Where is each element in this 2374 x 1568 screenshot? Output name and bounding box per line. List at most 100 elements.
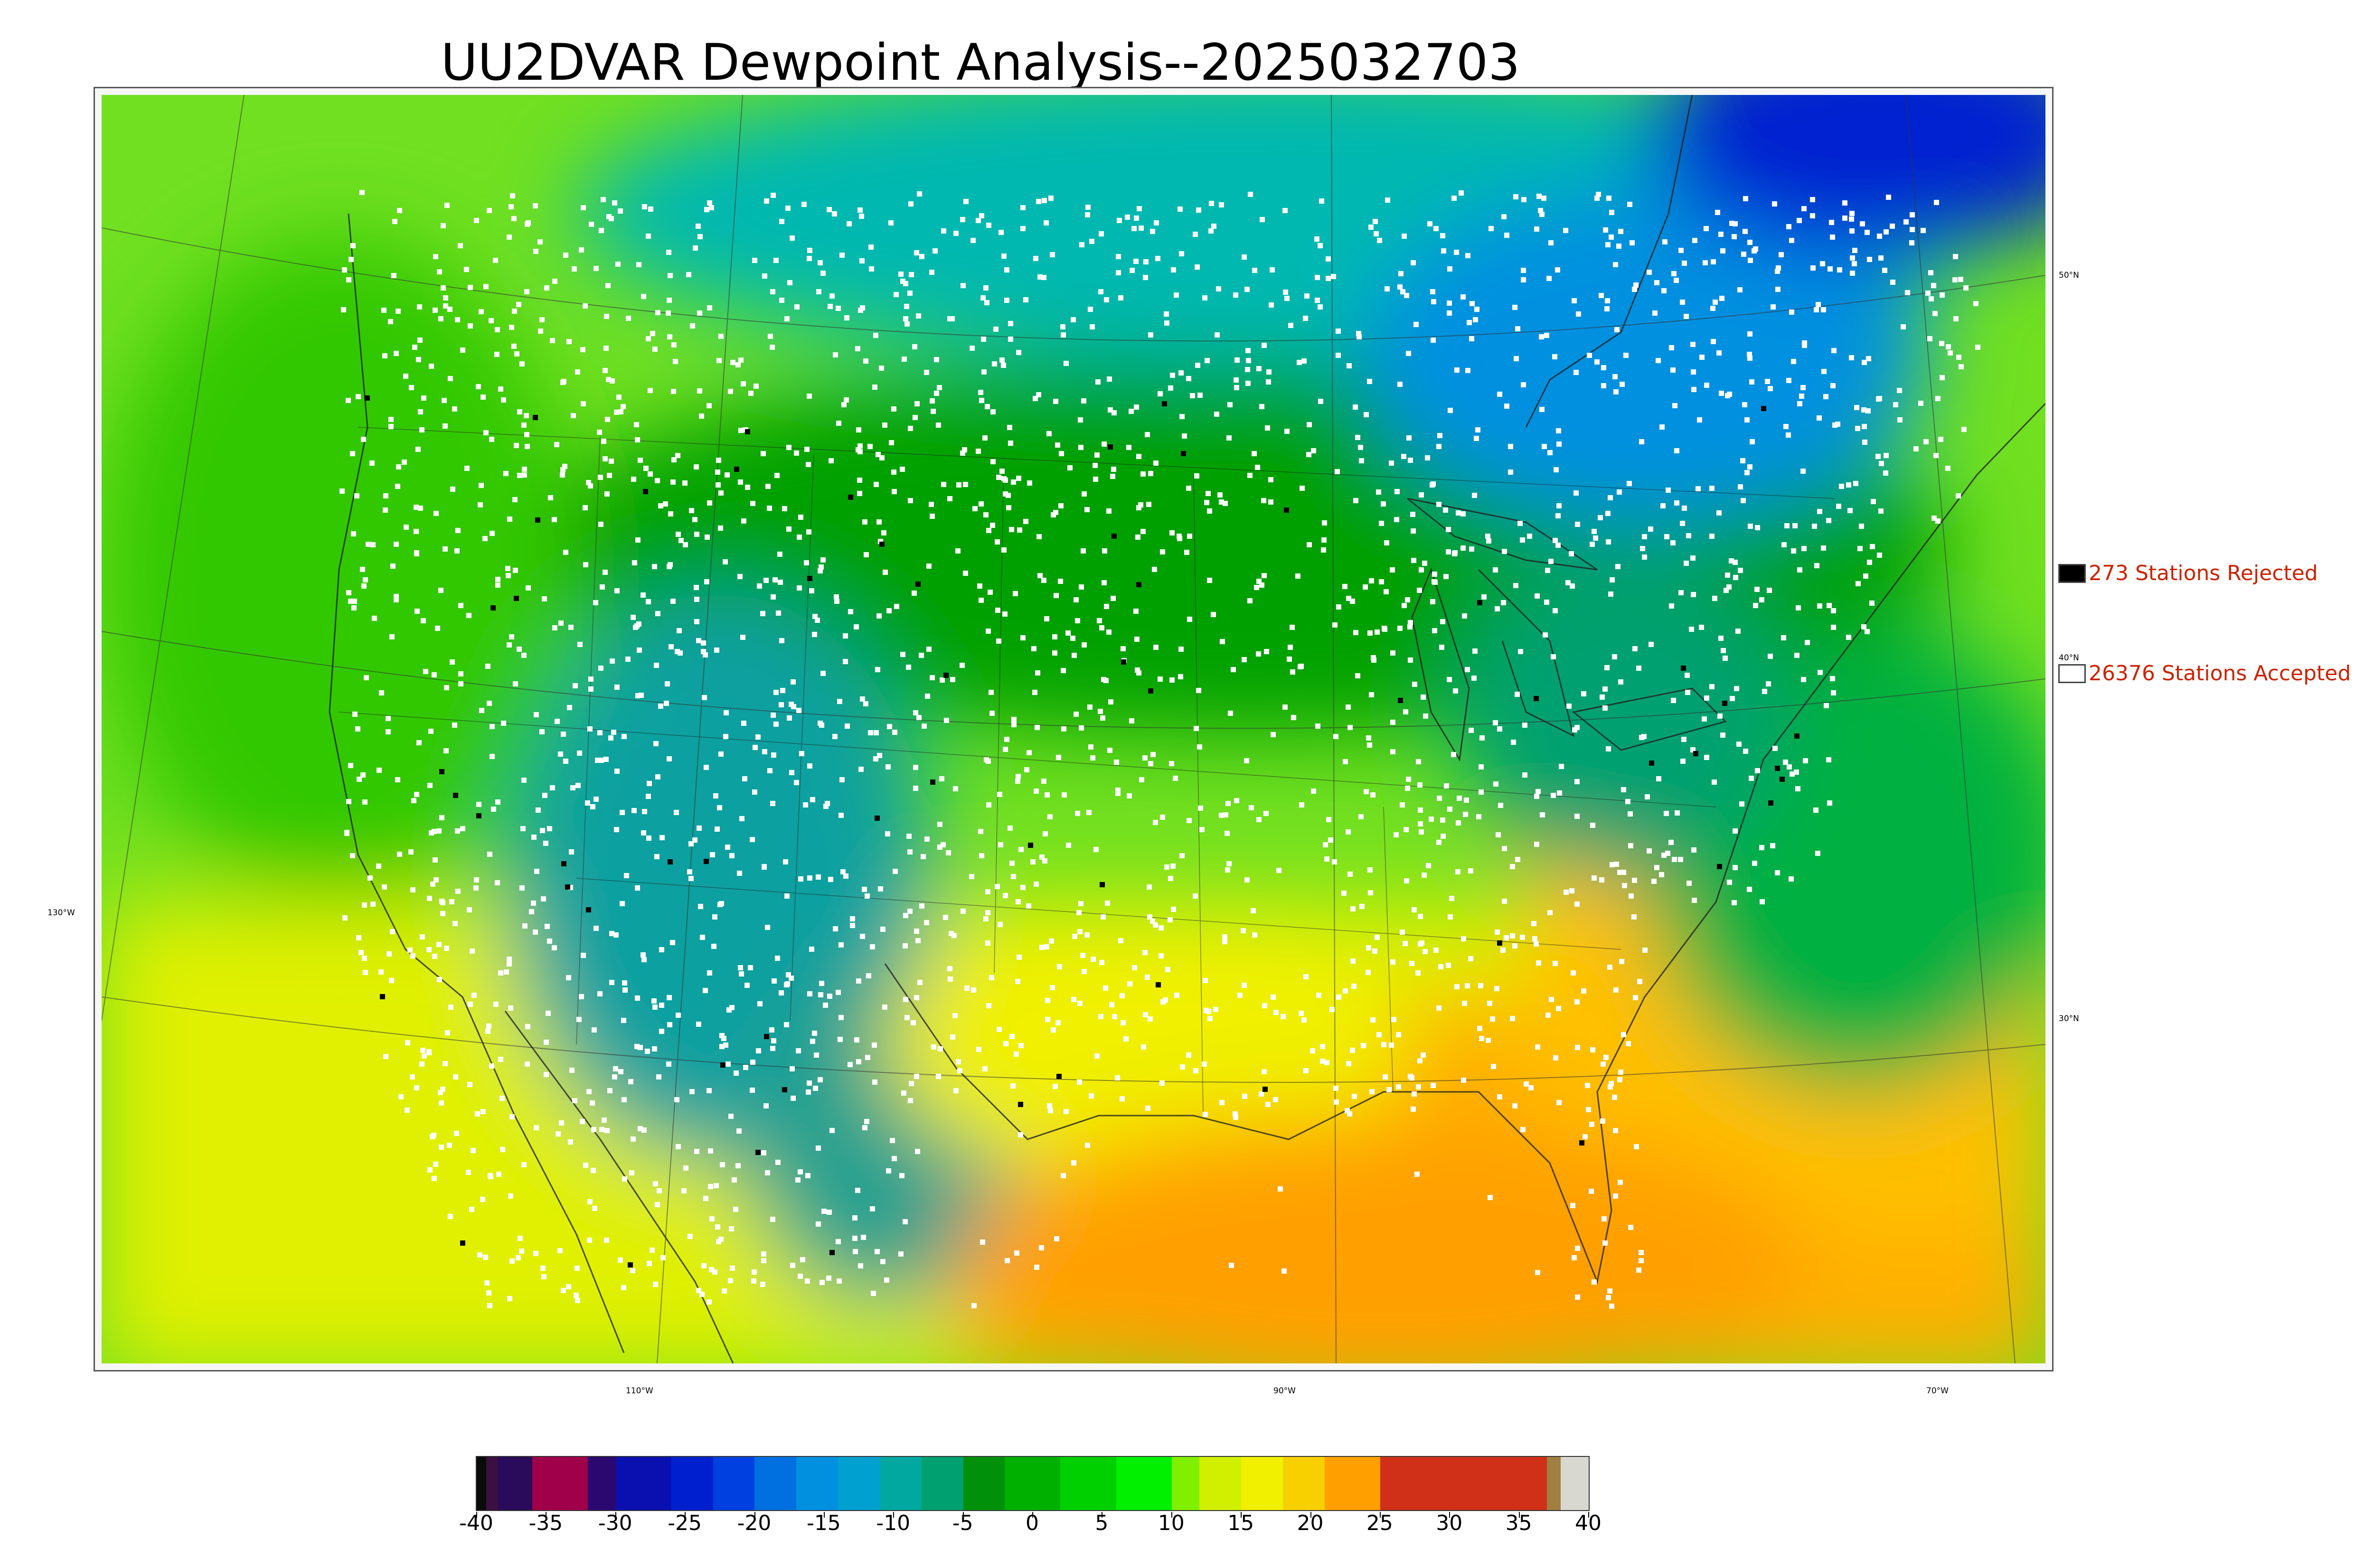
station-dot	[1799, 394, 1804, 399]
station-dot	[1097, 618, 1102, 623]
station-dot	[1925, 291, 1931, 296]
station-dot	[464, 267, 469, 272]
station-dot	[1061, 1173, 1066, 1178]
station-dot	[812, 1031, 817, 1036]
station-dot	[398, 1094, 404, 1099]
station-dot	[351, 531, 356, 536]
station-dot	[570, 785, 575, 790]
station-dot	[1147, 914, 1152, 920]
colorbar-segment	[1005, 1457, 1061, 1510]
station-dot	[625, 657, 631, 662]
station-dot	[701, 649, 706, 654]
station-dot	[1071, 1160, 1076, 1165]
station-dot	[516, 302, 521, 307]
station-dot	[715, 469, 720, 475]
station-dot	[794, 304, 800, 310]
station-dot	[1467, 320, 1472, 325]
station-dot	[346, 799, 351, 804]
station-dot	[775, 1160, 781, 1165]
station-dot	[857, 449, 863, 454]
station-dot	[879, 455, 885, 460]
station-dot	[1738, 484, 1743, 489]
station-dot	[1252, 451, 1257, 456]
station-dot	[1640, 546, 1645, 551]
station-dot	[452, 921, 458, 926]
station-dot	[718, 490, 724, 496]
station-dot	[1251, 908, 1256, 913]
colorbar-segment	[1060, 1457, 1116, 1510]
station-dot	[1682, 506, 1687, 511]
station-dot	[997, 1027, 1002, 1032]
station-dot	[1790, 771, 1795, 777]
station-dot	[1836, 504, 1841, 509]
station-dot	[838, 1015, 844, 1020]
station-dot	[1556, 428, 1561, 433]
dewpoint-map[interactable]	[102, 95, 2045, 1363]
station-dot	[998, 842, 1003, 847]
station-dot	[444, 946, 449, 951]
colorbar-tick	[1379, 1512, 1381, 1518]
station-dot	[719, 1044, 725, 1049]
station-dot	[708, 1148, 713, 1154]
station-dot	[642, 809, 647, 814]
station-dot	[886, 608, 892, 613]
station-dot	[604, 491, 610, 497]
station-dot	[986, 802, 991, 807]
station-dot	[1862, 360, 1867, 365]
station-dot	[797, 535, 802, 540]
station-dot	[1427, 221, 1432, 226]
station-dot	[1394, 832, 1399, 837]
station-dot	[1372, 948, 1377, 954]
station-dot	[1120, 1096, 1125, 1101]
station-dot	[721, 1036, 726, 1041]
station-dot	[1857, 546, 1863, 551]
station-dot	[1555, 513, 1561, 518]
station-dot	[455, 317, 460, 322]
station-dot	[1725, 393, 1730, 398]
station-dot	[1852, 261, 1857, 266]
station-dot	[638, 458, 643, 463]
station-dot	[1456, 820, 1461, 826]
station-dot	[832, 211, 837, 216]
station-dot	[1553, 538, 1558, 543]
station-dot	[1134, 216, 1139, 221]
station-dot	[1608, 495, 1613, 500]
station-dot	[1432, 579, 1437, 584]
station-dot	[621, 404, 626, 409]
station-dot	[1446, 527, 1451, 532]
station-dot	[738, 965, 743, 970]
station-dot	[1015, 979, 1020, 984]
station-dot	[1454, 984, 1460, 989]
station-dot	[514, 443, 519, 448]
station-dot	[493, 258, 498, 263]
station-dot	[1938, 437, 1943, 442]
station-dot	[1665, 851, 1670, 856]
station-dot	[979, 398, 984, 403]
station-dot	[1295, 573, 1300, 579]
station-dot	[1861, 624, 1866, 629]
station-dot	[659, 1003, 664, 1008]
station-dot	[748, 965, 753, 970]
station-dot	[1006, 493, 1011, 498]
station-dot	[703, 652, 708, 657]
station-dot	[1284, 296, 1290, 301]
station-dot	[784, 893, 790, 899]
station-dot	[349, 257, 354, 262]
station-dot	[1613, 389, 1619, 394]
station-dot	[1630, 240, 1635, 245]
station-dot	[768, 334, 773, 339]
station-dot	[1586, 1107, 1591, 1112]
station-dot	[1575, 1246, 1580, 1251]
station-dot	[1479, 789, 1484, 795]
station-dot	[1953, 316, 1959, 321]
station-dot	[567, 705, 572, 710]
station-dot	[648, 388, 653, 393]
station-dot	[1425, 455, 1430, 460]
station-dot	[1048, 196, 1054, 201]
station-dot	[996, 638, 1001, 644]
station-dot	[1061, 726, 1066, 732]
station-dot	[540, 1266, 546, 1271]
station-dot	[1767, 588, 1772, 593]
station-dot	[1742, 402, 1747, 407]
station-dot	[1002, 611, 1008, 617]
